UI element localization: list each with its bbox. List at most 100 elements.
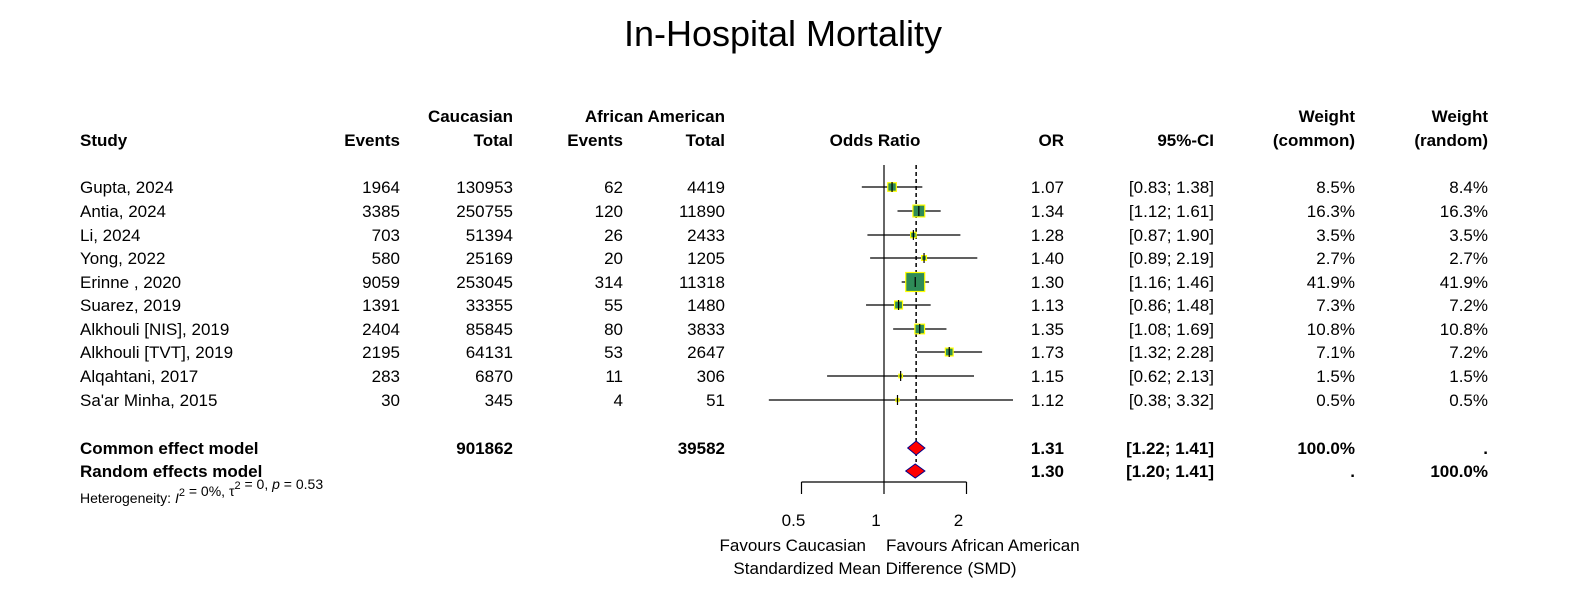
caucasian-total: 64131 — [466, 343, 513, 362]
caucasian-events: 1964 — [362, 178, 400, 197]
pooled-weight-random: 100.0% — [1430, 462, 1488, 481]
pooled-weight-common: 100.0% — [1297, 439, 1355, 458]
heterogeneity-part: I — [175, 490, 179, 506]
weight-random: 41.9% — [1440, 273, 1488, 292]
african-american-events: 314 — [595, 273, 623, 292]
weight-random: 3.5% — [1449, 226, 1488, 245]
pooled-caucasian-total: 901862 — [456, 439, 513, 458]
pooled-confidence-interval: [1.20; 1.41] — [1126, 462, 1214, 481]
study-name: Alqahtani, 2017 — [80, 367, 198, 386]
weight-random: 10.8% — [1440, 320, 1488, 339]
african-american-total: 11890 — [679, 202, 725, 221]
caucasian-total: 85845 — [466, 320, 513, 339]
african-american-events: 26 — [604, 226, 623, 245]
african-american-events: 4 — [614, 391, 623, 410]
study-name: Erinne , 2020 — [80, 273, 181, 292]
column-header: Odds Ratio — [830, 131, 921, 150]
column-header: Total — [686, 131, 725, 150]
weight-random: 2.7% — [1449, 249, 1488, 268]
study-name: Sa'ar Minha, 2015 — [80, 391, 217, 410]
study-name: Alkhouli [TVT], 2019 — [80, 343, 233, 362]
confidence-interval: [0.87; 1.90] — [1129, 226, 1214, 245]
african-american-events: 80 — [604, 320, 623, 339]
column-header: Weight — [1432, 107, 1489, 126]
chart-title: In-Hospital Mortality — [624, 13, 942, 54]
pooled-confidence-interval: [1.22; 1.41] — [1126, 439, 1214, 458]
caucasian-events: 1391 — [362, 296, 400, 315]
heterogeneity-part: τ — [229, 483, 235, 499]
confidence-interval: [1.16; 1.46] — [1129, 273, 1214, 292]
confidence-interval: [0.86; 1.48] — [1129, 296, 1214, 315]
favours-left-label: Favours Caucasian — [720, 536, 866, 555]
column-header: Study — [80, 131, 128, 150]
african-american-events: 20 — [604, 249, 623, 268]
column-header: Events — [567, 131, 623, 150]
pooled-african-american-total: 39582 — [678, 439, 725, 458]
odds-ratio: 1.13 — [1031, 296, 1064, 315]
caucasian-total: 130953 — [456, 178, 513, 197]
heterogeneity-part: = 0%, — [185, 483, 229, 499]
odds-ratio: 1.15 — [1031, 367, 1064, 386]
confidence-interval: [0.89; 2.19] — [1129, 249, 1214, 268]
confidence-interval: [1.08; 1.69] — [1129, 320, 1214, 339]
x-tick-label: 0.5 — [782, 511, 806, 530]
odds-ratio: 1.35 — [1031, 320, 1064, 339]
weight-common: 7.3% — [1316, 296, 1355, 315]
weight-random: 1.5% — [1449, 367, 1488, 386]
column-header: (random) — [1414, 131, 1488, 150]
odds-ratio: 1.40 — [1031, 249, 1064, 268]
odds-ratio: 1.12 — [1031, 391, 1064, 410]
confidence-interval: [1.12; 1.61] — [1129, 202, 1214, 221]
weight-common: 16.3% — [1307, 202, 1355, 221]
caucasian-events: 2404 — [362, 320, 400, 339]
caucasian-total: 345 — [485, 391, 513, 410]
heterogeneity-part: = 0, — [241, 476, 273, 492]
confidence-interval: [0.62; 2.13] — [1129, 367, 1214, 386]
caucasian-events: 30 — [381, 391, 400, 410]
african-american-total: 3833 — [687, 320, 725, 339]
weight-random: 0.5% — [1449, 391, 1488, 410]
african-american-total: 306 — [697, 367, 725, 386]
weight-random: 7.2% — [1449, 296, 1488, 315]
weight-common: 0.5% — [1316, 391, 1355, 410]
african-american-events: 11 — [605, 367, 623, 386]
pooled-diamond — [904, 463, 926, 479]
african-american-events: 53 — [604, 343, 623, 362]
african-american-events: 62 — [604, 178, 623, 197]
weight-common: 10.8% — [1307, 320, 1355, 339]
caucasian-total: 253045 — [456, 273, 513, 292]
caucasian-events: 703 — [372, 226, 400, 245]
study-name: Alkhouli [NIS], 2019 — [80, 320, 229, 339]
african-american-total: 51 — [706, 391, 725, 410]
heterogeneity-part: 2 — [179, 487, 185, 499]
caucasian-total: 51394 — [466, 226, 513, 245]
weight-common: 41.9% — [1307, 273, 1355, 292]
header-african-american: African American — [585, 107, 725, 126]
weight-random: 8.4% — [1449, 178, 1488, 197]
odds-ratio: 1.34 — [1031, 202, 1064, 221]
column-header: 95%-CI — [1157, 131, 1214, 150]
weight-common: 1.5% — [1316, 367, 1355, 386]
weight-common: 3.5% — [1316, 226, 1355, 245]
favours-right-label: Favours African American — [886, 536, 1080, 555]
odds-ratio: 1.07 — [1031, 178, 1064, 197]
heterogeneity-part: Heterogeneity: — [80, 490, 175, 506]
x-tick-label: 1 — [871, 511, 880, 530]
study-name: Li, 2024 — [80, 226, 141, 245]
weight-common: 2.7% — [1316, 249, 1355, 268]
caucasian-events: 3385 — [362, 202, 400, 221]
x-axis-label: Standardized Mean Difference (SMD) — [733, 559, 1016, 578]
study-name: Suarez, 2019 — [80, 296, 181, 315]
column-header: Total — [474, 131, 513, 150]
column-header: (common) — [1273, 131, 1355, 150]
confidence-interval: [0.83; 1.38] — [1129, 178, 1214, 197]
caucasian-total: 6870 — [475, 367, 513, 386]
caucasian-events: 580 — [372, 249, 400, 268]
weight-common: 7.1% — [1316, 343, 1355, 362]
study-name: Gupta, 2024 — [80, 178, 174, 197]
pooled-odds-ratio: 1.30 — [1031, 462, 1064, 481]
caucasian-total: 250755 — [456, 202, 513, 221]
confidence-interval: [0.38; 3.32] — [1129, 391, 1214, 410]
caucasian-events: 9059 — [362, 273, 400, 292]
odds-ratio: 1.30 — [1031, 273, 1064, 292]
